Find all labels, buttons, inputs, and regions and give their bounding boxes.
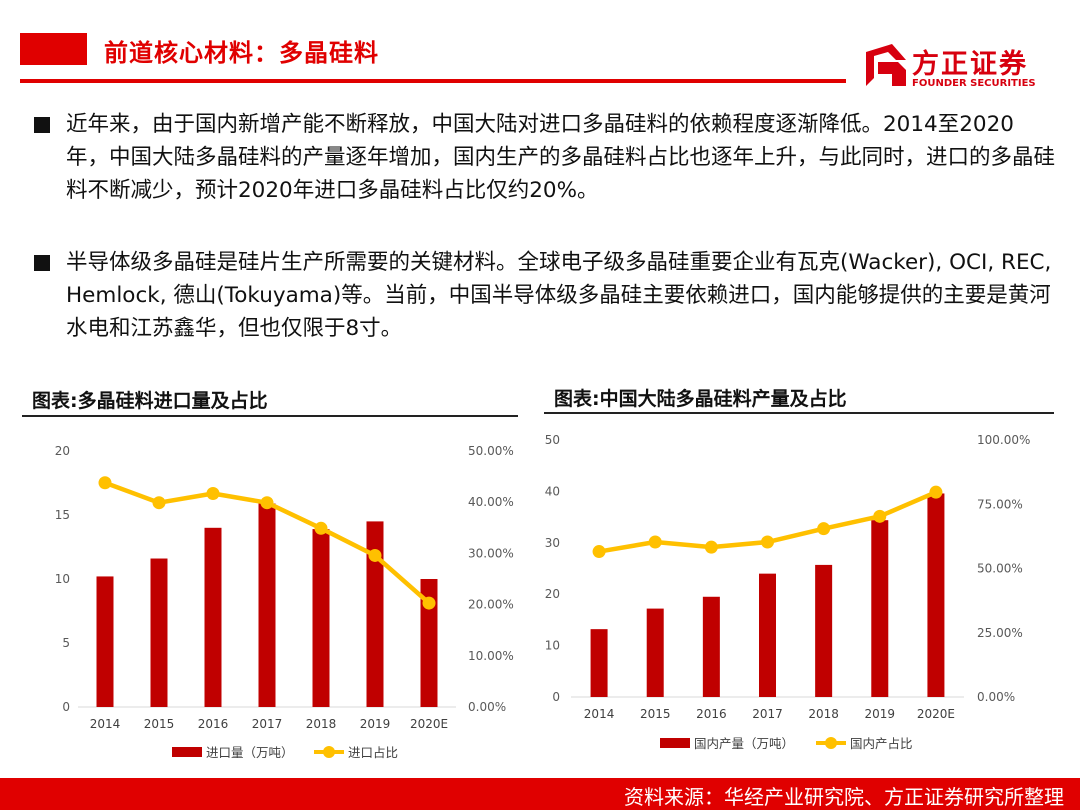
domestic-ytick-right: 100.00% <box>977 433 1030 447</box>
chart-title-underline-1 <box>22 415 518 417</box>
footer-bar: 资料来源：华经产业研究院、方正证券研究所整理 <box>0 778 1080 810</box>
domestic-xtick: 2018 <box>808 707 839 721</box>
imports-ytick-left: 10 <box>55 572 70 586</box>
domestic-bar <box>871 520 889 697</box>
domestic-xtick: 2019 <box>865 707 896 721</box>
imports-line-point <box>98 476 112 490</box>
chart-title-imports: 图表:多晶硅料进口量及占比 <box>32 390 268 412</box>
imports-xtick: 2016 <box>198 717 229 731</box>
imports-xtick: 2017 <box>252 717 283 731</box>
logo-text-cn: 方正证券 <box>912 49 1028 80</box>
domestic-line-point <box>817 522 831 536</box>
imports-ytick-right: 20.00% <box>468 598 514 612</box>
domestic-legend-line-label: 国内产占比 <box>850 736 913 751</box>
domestic-line-point <box>873 509 887 523</box>
domestic-legend-bar-swatch <box>660 738 690 748</box>
domestic-xtick: 2017 <box>752 707 783 721</box>
imports-xtick: 2019 <box>360 717 391 731</box>
imports-ytick-right: 30.00% <box>468 546 514 560</box>
bullet-paragraph-2: 半导体级多晶硅是硅片生产所需要的关键材料。全球电子级多晶硅重要企业有瓦克(Wac… <box>66 250 1052 341</box>
domestic-ytick-left: 20 <box>545 587 560 601</box>
imports-bar <box>204 527 222 707</box>
domestic-xtick: 2016 <box>696 707 727 721</box>
domestic-line-point <box>929 485 943 499</box>
imports-bar <box>420 579 438 707</box>
brand-logo: 方正证券 FOUNDER SECURITIES <box>862 42 1062 92</box>
chart-title-domestic: 图表:中国大陆多晶硅料产量及占比 <box>554 388 847 410</box>
chart-domestic: 0 10 20 30 40 50 0.00% 25.00% 50.00% 75.00% 100.00… <box>545 433 1031 751</box>
footer-source: 资料来源：华经产业研究院、方正证券研究所整理 <box>624 785 1064 809</box>
imports-legend-bar-label: 进口量（万吨） <box>206 745 294 760</box>
imports-line-point <box>206 486 220 500</box>
imports-line-point <box>422 596 436 610</box>
bullet-marker-1 <box>34 117 50 133</box>
domestic-ytick-left: 10 <box>545 639 560 653</box>
imports-ytick-right: 0.00% <box>468 700 506 714</box>
domestic-ytick-right: 50.00% <box>977 562 1023 576</box>
imports-ytick-left: 0 <box>62 700 70 714</box>
imports-line-point <box>314 521 328 535</box>
imports-xtick: 2015 <box>144 717 175 731</box>
imports-bar <box>258 503 276 707</box>
domestic-ytick-right: 25.00% <box>977 626 1023 640</box>
imports-line-point <box>368 548 382 562</box>
imports-ytick-left: 20 <box>55 444 70 458</box>
domestic-ytick-left: 30 <box>545 536 560 550</box>
domestic-bar <box>702 596 720 697</box>
imports-bar <box>312 529 330 707</box>
chart-title-underline-2 <box>544 412 1054 414</box>
domestic-line-point <box>648 535 662 549</box>
imports-legend-bar-swatch <box>172 747 202 757</box>
imports-xtick: 2020E <box>410 717 448 731</box>
domestic-line-point <box>761 535 774 549</box>
imports-line-point <box>152 496 166 510</box>
domestic-xtick: 2015 <box>640 707 671 721</box>
logo-text-en: FOUNDER SECURITIES <box>912 78 1036 89</box>
imports-ytick-right: 40.00% <box>468 495 514 509</box>
domestic-line-point <box>704 540 718 554</box>
imports-bar <box>150 558 168 707</box>
domestic-legend-bar-label: 国内产量（万吨） <box>694 736 794 751</box>
domestic-bar <box>927 493 945 697</box>
domestic-ytick-left: 0 <box>552 690 560 704</box>
page-title: 前道核心材料：多晶硅料 <box>104 39 379 67</box>
header-divider <box>20 79 846 83</box>
bullet-paragraph-1: 近年来，由于国内新增产能不断释放，中国大陆对进口多晶硅料的依赖程度逐渐降低。20… <box>66 112 1056 203</box>
domestic-xtick: 2020E <box>917 707 955 721</box>
domestic-legend-line-marker <box>825 737 837 749</box>
domestic-bar <box>759 573 776 697</box>
domestic-ytick-right: 0.00% <box>977 690 1015 704</box>
imports-xtick: 2018 <box>306 717 337 731</box>
domestic-line-point <box>592 545 606 559</box>
imports-ytick-left: 15 <box>55 508 70 522</box>
domestic-bar <box>815 564 833 697</box>
imports-bar <box>366 521 384 707</box>
imports-legend-line-label: 进口占比 <box>348 745 398 760</box>
domestic-ytick-left: 50 <box>545 433 560 447</box>
header-red-block <box>20 33 87 65</box>
bullet-marker-2 <box>34 255 50 271</box>
founder-logo-icon <box>866 44 906 86</box>
imports-line-point <box>260 496 274 510</box>
chart-imports: 0 5 10 15 20 0.00% 10.00% 20.00% 30.00% 40.00% 50.… <box>55 444 514 760</box>
imports-xtick: 2014 <box>90 717 121 731</box>
imports-ytick-right: 10.00% <box>468 649 514 663</box>
domestic-bar <box>590 629 608 697</box>
domestic-ytick-right: 75.00% <box>977 497 1023 511</box>
domestic-bar <box>646 608 664 697</box>
domestic-ytick-left: 40 <box>545 484 560 498</box>
domestic-xtick: 2014 <box>584 707 615 721</box>
imports-ytick-left: 5 <box>62 636 70 650</box>
imports-legend-line-marker <box>323 746 335 758</box>
imports-bar <box>96 576 114 707</box>
imports-ytick-right: 50.00% <box>468 444 514 458</box>
